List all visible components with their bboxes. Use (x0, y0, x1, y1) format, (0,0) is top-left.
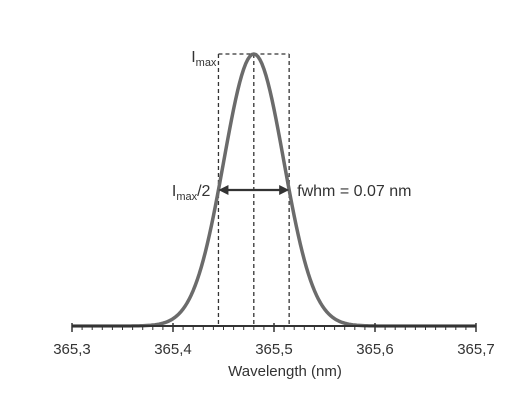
x-tick-labels: 365,3 365,4 365,5 365,6 365,7 (53, 341, 495, 358)
x-tick-label: 365,7 (457, 341, 495, 358)
x-tick-label: 365,4 (154, 341, 192, 358)
x-tick-label: 365,3 (53, 341, 91, 358)
x-tick-label: 365,6 (356, 341, 394, 358)
imax-label: Imax (191, 49, 217, 69)
imax-half-label: Imax/2 (172, 183, 211, 203)
annotations: Imax Imax/2 fwhm = 0.07 nm (172, 49, 412, 203)
x-tick-label: 365,5 (255, 341, 293, 358)
x-axis (71, 323, 477, 332)
fwhm-label: fwhm = 0.07 nm (297, 183, 411, 200)
arrow-right-head-icon (279, 185, 290, 195)
arrow-left-head-icon (218, 185, 229, 195)
x-axis-title: Wavelength (nm) (228, 363, 342, 380)
